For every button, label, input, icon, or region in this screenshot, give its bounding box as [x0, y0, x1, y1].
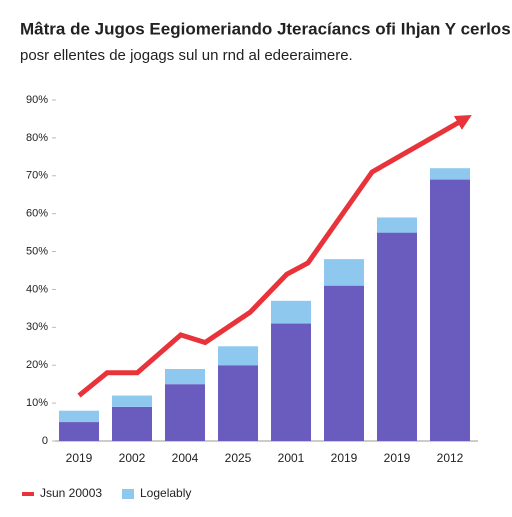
x-tick-label: 2002 — [119, 451, 146, 465]
bar-segment — [271, 300, 311, 324]
y-tick-label: 30% — [26, 321, 48, 333]
chart-title: Mâtra de Jugos Eegiomeriando Jteracíancs… — [20, 19, 511, 38]
y-tick-label: 40% — [26, 283, 48, 295]
bar-segment — [112, 406, 152, 441]
x-tick-label: 2012 — [437, 451, 464, 465]
bar-segment — [165, 369, 205, 385]
y-tick-label: 70% — [26, 170, 48, 182]
x-tick-label: 2004 — [172, 451, 199, 465]
legend-swatch — [122, 489, 134, 499]
legend-label: Logelably — [140, 486, 191, 500]
bar-segment — [271, 323, 311, 441]
bar-segment — [377, 217, 417, 233]
bar-segment — [324, 285, 364, 441]
y-tick-label: 60% — [26, 208, 48, 220]
bar-segment — [324, 259, 364, 286]
bar-segment — [430, 179, 470, 442]
y-tick-label: 20% — [26, 359, 48, 371]
x-tick-label: 2001 — [278, 451, 305, 465]
legend-label: Jsun 20003 — [40, 486, 102, 500]
x-tick-label: 2019 — [66, 451, 93, 465]
bar-segment — [218, 346, 258, 366]
bar-segment — [377, 232, 417, 441]
trend-line — [77, 114, 472, 398]
bar-segment — [218, 365, 258, 441]
y-tick-label: 90% — [26, 94, 48, 106]
bar-segment — [165, 384, 205, 441]
x-tick-label: 2019 — [384, 451, 411, 465]
x-tick-label: 2025 — [225, 451, 252, 465]
y-tick-label: 80% — [26, 132, 48, 144]
y-tick-label: 10% — [26, 397, 48, 409]
bar-segment — [59, 410, 99, 423]
bar-segment — [59, 422, 99, 441]
bar-segment — [430, 168, 470, 180]
y-tick-label: 50% — [26, 245, 48, 257]
y-tick-label: 0 — [42, 435, 48, 447]
chart-subtitle: posr ellentes de jogags sul un rnd al ed… — [20, 47, 353, 64]
x-tick-label: 2019 — [331, 451, 358, 465]
bar-segment — [112, 395, 152, 407]
